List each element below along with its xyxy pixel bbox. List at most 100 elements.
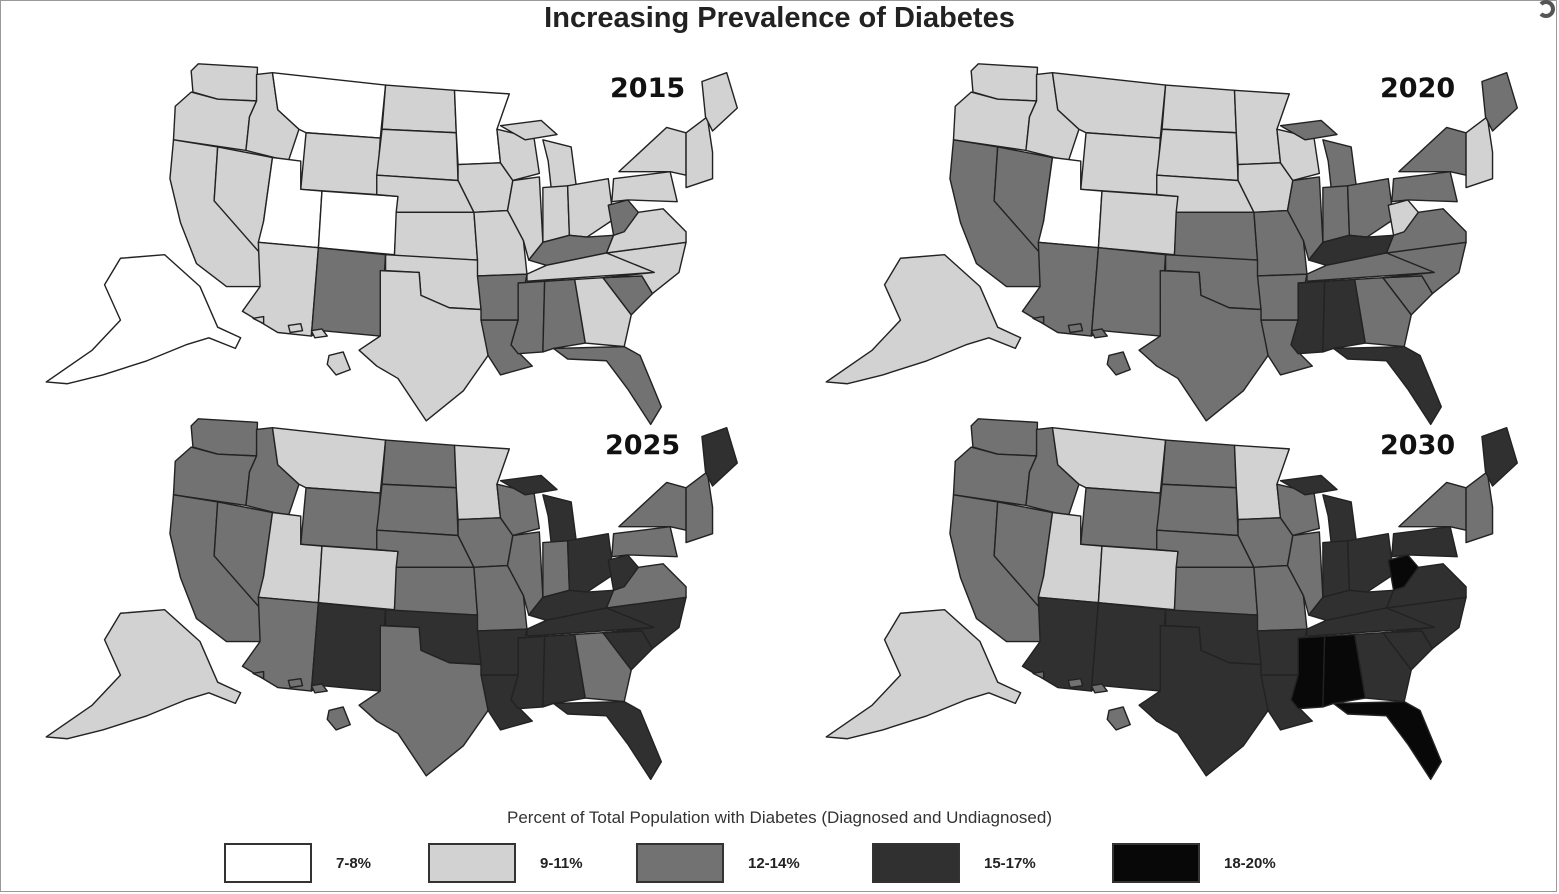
state-al: [1322, 633, 1367, 708]
state-ak: [45, 609, 242, 740]
state-sd: [376, 128, 459, 182]
state-nm: [1090, 246, 1167, 337]
state-co: [317, 545, 399, 611]
legend-swatch: [224, 843, 312, 883]
legend-label: 18-20%: [1224, 855, 1276, 872]
state-ne-states: [1465, 471, 1494, 544]
state-nc: [602, 241, 687, 295]
state-pa: [1391, 170, 1458, 203]
state-me: [1481, 426, 1519, 487]
state-ga: [1353, 631, 1412, 703]
state-sd: [376, 483, 459, 537]
state-ny: [618, 481, 687, 531]
state-al: [1322, 278, 1367, 353]
us-map: [45, 63, 739, 426]
state-nd: [1161, 439, 1237, 489]
legend-swatch: [872, 843, 960, 883]
state-oh: [566, 533, 615, 593]
state-ga: [1353, 276, 1412, 348]
state-ne-states: [685, 116, 714, 189]
state-ny: [1398, 126, 1467, 176]
state-ga: [573, 276, 632, 348]
state-me: [701, 71, 739, 132]
state-ks: [393, 566, 479, 616]
state-al: [542, 633, 587, 708]
map-panel-2020: 2020: [780, 55, 1559, 435]
state-tx: [1138, 269, 1269, 422]
state-me: [701, 426, 739, 487]
state-ak: [825, 609, 1022, 740]
state-me: [1481, 71, 1519, 132]
state-hi: [1032, 315, 1131, 376]
legend-label: 15-17%: [984, 855, 1036, 872]
legend-swatch: [1112, 843, 1200, 883]
state-fl: [552, 345, 663, 426]
legend-swatch: [636, 843, 724, 883]
state-tx: [358, 624, 489, 777]
state-al: [542, 278, 587, 353]
legend-label: 9-11%: [540, 855, 583, 872]
state-hi: [252, 315, 351, 376]
legend-label: 7-8%: [336, 855, 372, 872]
state-nd: [381, 84, 457, 134]
legend-caption: Percent of Total Population with Diabete…: [507, 808, 1052, 827]
state-ny: [1398, 481, 1467, 531]
state-oh: [566, 178, 615, 238]
map-title: Increasing Prevalence of Diabetes: [544, 2, 1015, 34]
state-pa: [611, 170, 678, 203]
state-ga: [573, 631, 632, 703]
state-ak: [825, 254, 1022, 385]
state-nd: [1161, 84, 1237, 134]
state-wy: [300, 487, 381, 551]
state-nc: [1382, 241, 1467, 295]
state-nm: [310, 246, 387, 337]
state-in: [542, 540, 571, 599]
legend-label: 12-14%: [748, 855, 800, 872]
state-ny: [618, 126, 687, 176]
state-ne-states: [685, 471, 714, 544]
state-pa: [1391, 525, 1458, 558]
loading-icon: [1537, 0, 1555, 18]
state-wy: [1080, 132, 1161, 196]
state-wy: [300, 132, 381, 196]
state-wy: [1080, 487, 1161, 551]
state-in: [1322, 185, 1351, 244]
state-tx: [358, 269, 489, 422]
state-ks: [393, 211, 479, 261]
us-map: [825, 418, 1519, 781]
state-co: [1097, 190, 1179, 256]
map-year-label: 2030: [1380, 430, 1456, 461]
state-nm: [1090, 601, 1167, 692]
state-sd: [1156, 128, 1239, 182]
state-oh: [1346, 533, 1395, 593]
state-co: [1097, 545, 1179, 611]
map-panel-2025: 2025: [0, 410, 780, 790]
state-nd: [381, 439, 457, 489]
state-oh: [1346, 178, 1395, 238]
map-panel-2015: 2015: [0, 55, 780, 435]
state-nm: [310, 601, 387, 692]
us-map: [825, 63, 1519, 426]
us-map: [45, 418, 739, 781]
state-hi: [1032, 670, 1131, 731]
map-year-label: 2015: [610, 73, 686, 104]
state-sd: [1156, 483, 1239, 537]
state-tx: [1138, 624, 1269, 777]
state-fl: [1332, 700, 1443, 781]
state-in: [542, 185, 571, 244]
map-year-label: 2020: [1380, 73, 1456, 104]
state-in: [1322, 540, 1351, 599]
state-ak: [45, 254, 242, 385]
state-hi: [252, 670, 351, 731]
state-nc: [602, 596, 687, 650]
state-pa: [611, 525, 678, 558]
state-ks: [1173, 211, 1259, 261]
state-ks: [1173, 566, 1259, 616]
legend-swatch: [428, 843, 516, 883]
state-ne-states: [1465, 116, 1494, 189]
state-fl: [1332, 345, 1443, 426]
state-co: [317, 190, 399, 256]
state-nc: [1382, 596, 1467, 650]
state-fl: [552, 700, 663, 781]
